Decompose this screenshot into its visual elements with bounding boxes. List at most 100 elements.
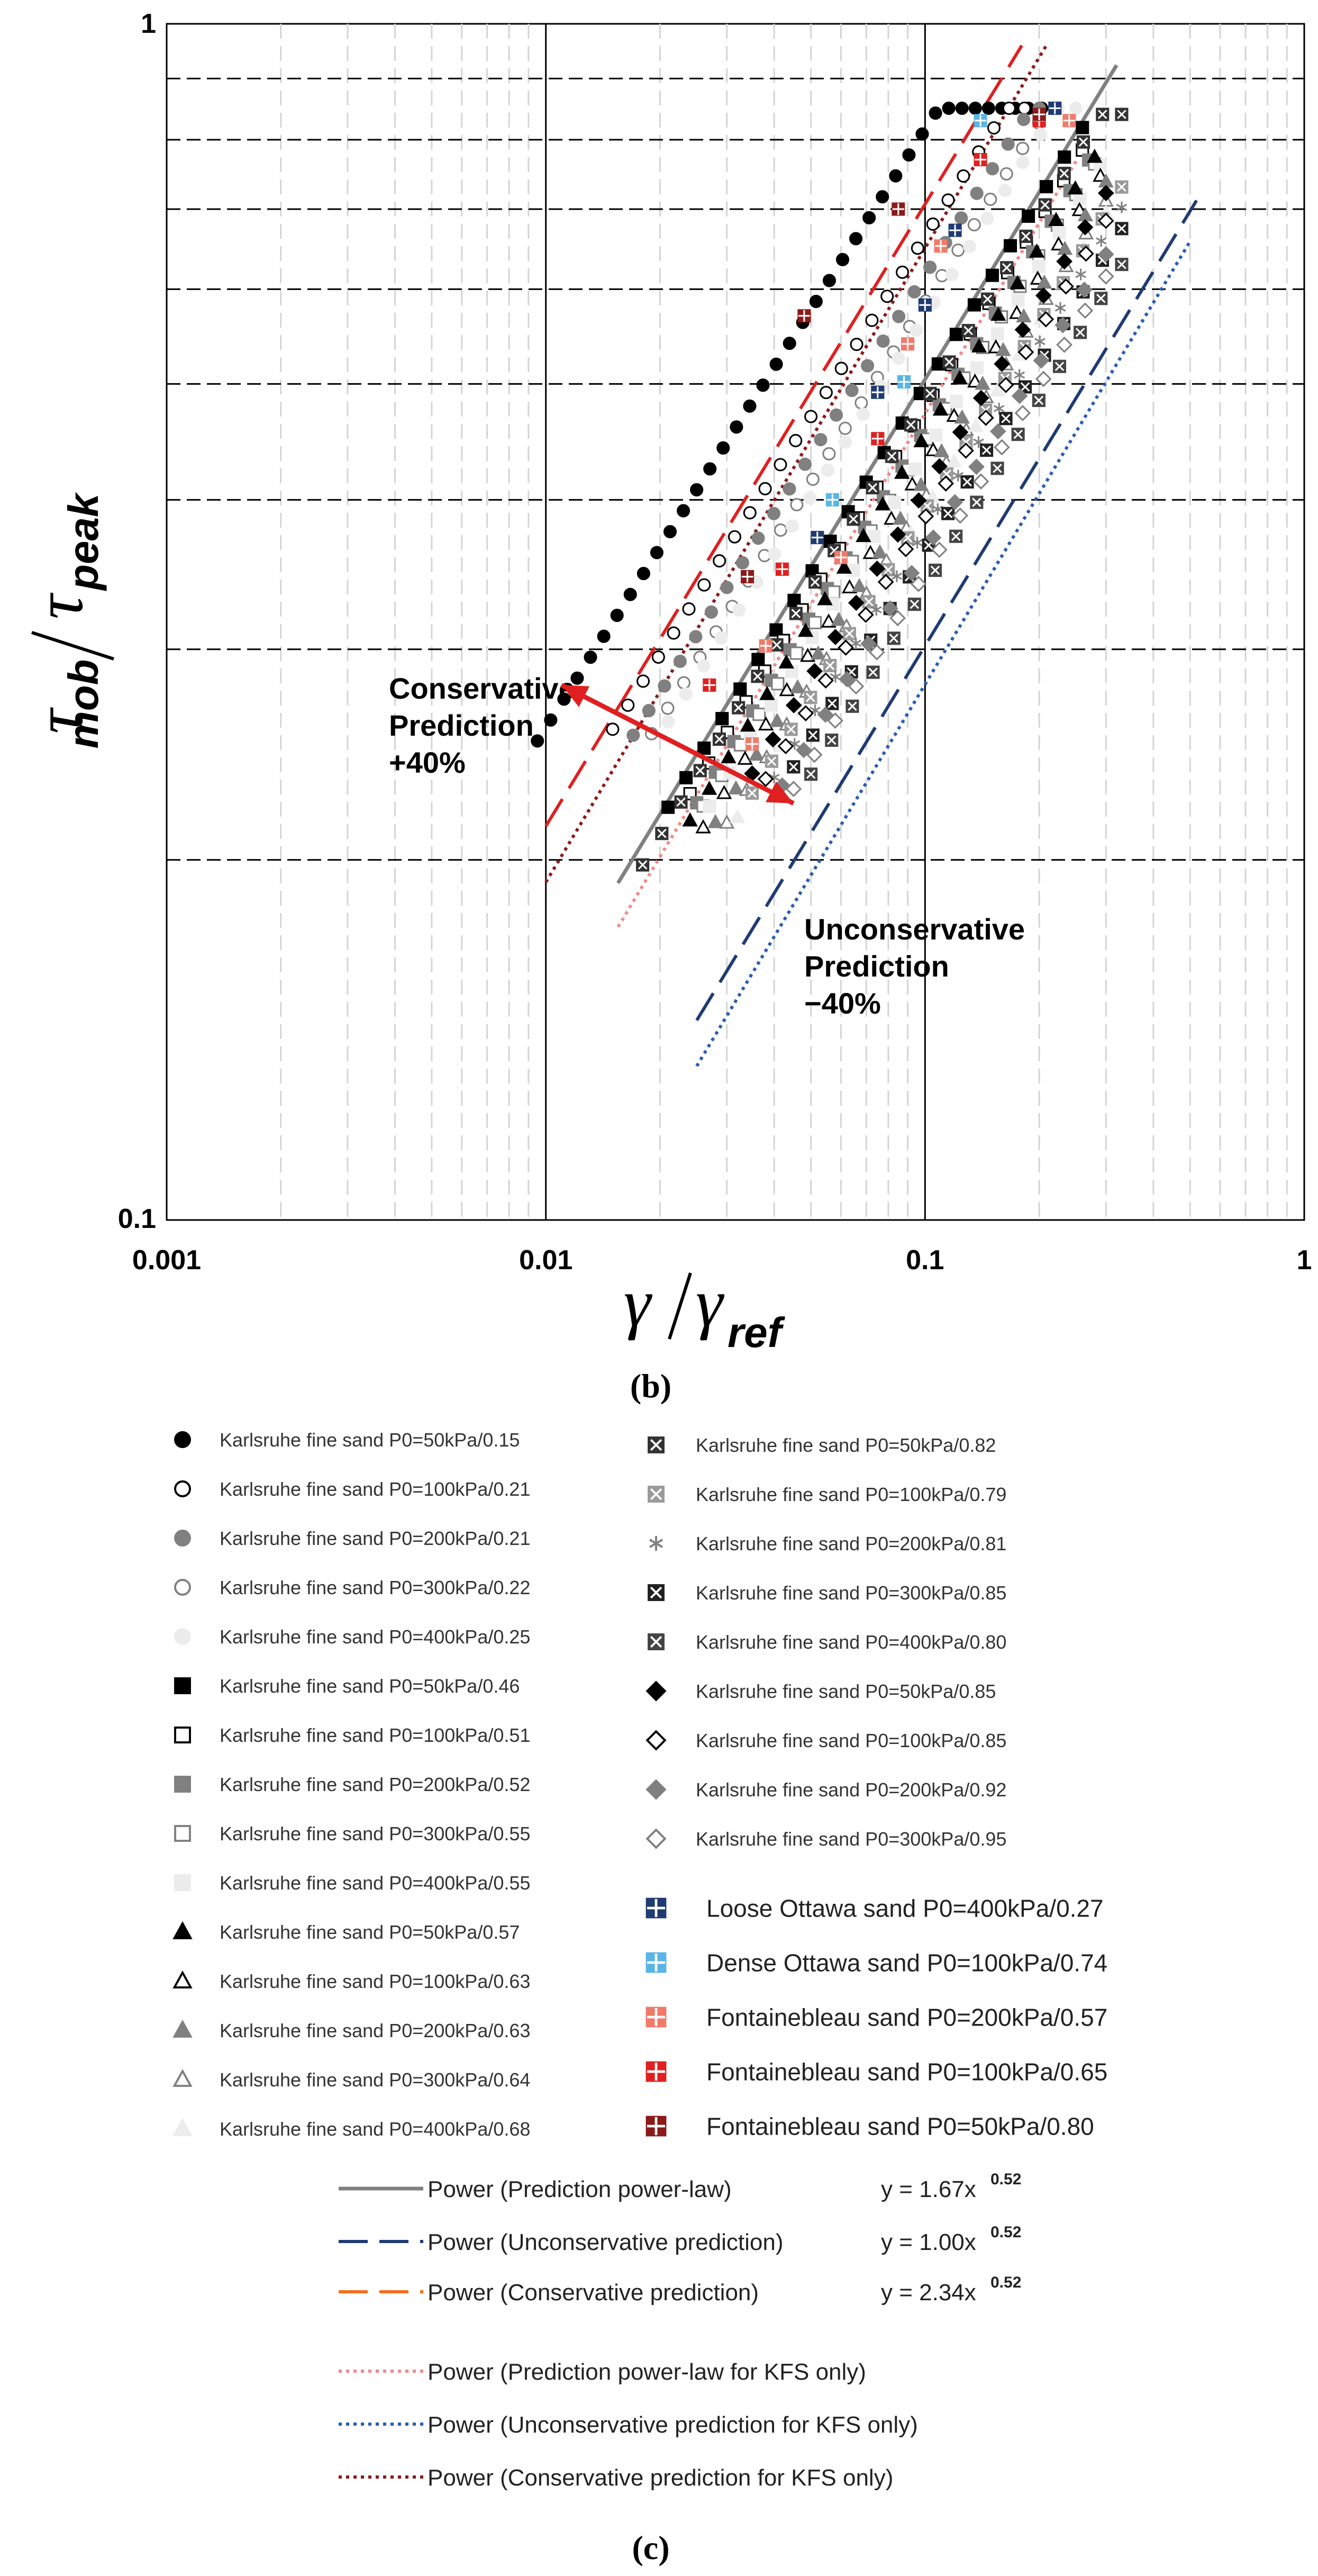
series-2-point-1-shape bbox=[642, 704, 656, 718]
series-1-point-16-shape bbox=[850, 338, 863, 351]
legend-series-label-28: Fontainebleau sand P0=50kPa/0.80 bbox=[706, 2113, 1094, 2140]
series-2-point-2 bbox=[658, 679, 671, 693]
series-27-point-2 bbox=[871, 432, 885, 446]
series-1-point-2-shape bbox=[636, 674, 650, 688]
series-1-point-13 bbox=[804, 410, 818, 423]
series-15-point-21-x2 bbox=[1040, 200, 1050, 210]
series-1-point-10 bbox=[758, 482, 772, 495]
legend-line-equation-2: y = 2.34x bbox=[881, 2280, 976, 2306]
x-axis-gamma-den: γ bbox=[696, 1265, 725, 1341]
legend-series-marker-27 bbox=[646, 2061, 667, 2082]
legend-line-exponent-1: 0.52 bbox=[990, 2224, 1021, 2241]
series-16-point-11-x2 bbox=[961, 437, 971, 447]
series-4-point-16 bbox=[945, 267, 959, 281]
series-5-point-22 bbox=[1058, 150, 1071, 164]
series-4-point-8 bbox=[803, 491, 817, 505]
legend-series-label-10: Karlsruhe fine sand P0=50kPa/0.57 bbox=[220, 1921, 520, 1943]
series-19-point-14-x2 bbox=[1096, 294, 1106, 303]
series-1-point-0 bbox=[606, 722, 620, 736]
series-19-point-6-x2 bbox=[930, 565, 940, 575]
series-10-point-12-shape bbox=[913, 433, 929, 447]
series-10-point-20-shape bbox=[1067, 180, 1084, 195]
series-21-point-5 bbox=[857, 607, 874, 623]
series-21-point-11-shape bbox=[977, 410, 994, 426]
series-16-point-5 bbox=[842, 627, 856, 640]
series-18-point-12-x2 bbox=[1020, 382, 1030, 392]
series-22-point-6 bbox=[903, 565, 920, 581]
series-15-point-12 bbox=[866, 481, 879, 495]
legend-line-exponent-2: 0.52 bbox=[990, 2274, 1021, 2291]
series-20-point-5 bbox=[848, 594, 865, 611]
series-12-point-0-shape bbox=[707, 814, 723, 828]
series-12-point-12 bbox=[954, 409, 970, 424]
arrow-head-start bbox=[561, 685, 590, 707]
series-4-point-3-shape bbox=[714, 631, 728, 645]
series-4-point-19-shape bbox=[998, 184, 1012, 197]
series-9-point-13-shape bbox=[970, 361, 984, 375]
legend-series-label-8: Karlsruhe fine sand P0=300kPa/0.55 bbox=[220, 1823, 530, 1845]
series-23-point-10 bbox=[994, 439, 1010, 456]
series-10-point-3-shape bbox=[740, 717, 756, 732]
series-5-point-21-shape bbox=[1040, 180, 1053, 194]
series-12-point-13-shape bbox=[975, 375, 990, 390]
series-22-point-9-shape bbox=[968, 458, 985, 475]
series-3-point-2-shape bbox=[677, 676, 690, 690]
series-27-point-0 bbox=[703, 678, 716, 692]
series-16-point-11 bbox=[959, 435, 973, 449]
series-5-point-18 bbox=[985, 268, 999, 282]
series-4-point-9-shape bbox=[821, 463, 834, 477]
series-21-point-3-shape bbox=[817, 672, 834, 689]
series-18-point-1 bbox=[806, 728, 820, 742]
series-20-point-13-shape bbox=[1014, 321, 1031, 338]
series-1-point-5 bbox=[682, 602, 696, 616]
series-2-point-0-shape bbox=[626, 728, 640, 742]
series-2-point-25 bbox=[1017, 113, 1031, 126]
series-22-point-9 bbox=[968, 458, 985, 475]
series-16-point-6 bbox=[862, 595, 876, 609]
legend-series-marker-1-shape bbox=[174, 1480, 191, 1497]
series-1-point-7 bbox=[713, 554, 726, 568]
series-12-point-15 bbox=[1016, 308, 1032, 323]
series-1-point-18 bbox=[880, 290, 894, 303]
series-17-point-8-arm bbox=[932, 505, 943, 513]
series-2-point-22 bbox=[970, 186, 984, 200]
series-17-point-6 bbox=[891, 570, 903, 582]
series-18-point-17-x2 bbox=[1117, 224, 1126, 233]
series-9-point-17-shape bbox=[1052, 226, 1066, 240]
series-3-point-23 bbox=[1016, 141, 1030, 155]
series-16-point-3 bbox=[804, 691, 817, 704]
series-2-point-19 bbox=[923, 260, 937, 274]
series-12-point-1-shape bbox=[728, 780, 744, 794]
legend-line-equation-0: y = 1.67x bbox=[881, 2176, 976, 2202]
series-22-point-2-shape bbox=[817, 706, 834, 723]
series-22-point-8 bbox=[947, 494, 963, 511]
legend-series-marker-4 bbox=[174, 1628, 191, 1645]
legend-series-marker-13-shape bbox=[172, 2068, 193, 2087]
series-11-point-9-shape bbox=[883, 510, 899, 525]
series-10-point-0-shape bbox=[682, 812, 698, 827]
series-0-point-14 bbox=[716, 441, 730, 455]
series-19-point-11 bbox=[1032, 393, 1046, 407]
series-1-point-19 bbox=[895, 265, 910, 279]
series-3-point-11-shape bbox=[822, 447, 836, 460]
series-17-point-16 bbox=[1096, 235, 1107, 247]
series-3-point-11 bbox=[822, 447, 836, 460]
series-1-point-25 bbox=[987, 121, 1001, 135]
series-2-point-8-shape bbox=[751, 531, 765, 545]
series-2-point-4-shape bbox=[689, 630, 703, 644]
series-15-point-15-x2 bbox=[925, 388, 935, 399]
series-5-point-19 bbox=[1003, 239, 1017, 252]
series-20-point-5-shape bbox=[848, 594, 865, 611]
series-15-point-9-x2 bbox=[810, 577, 820, 587]
series-5-point-23 bbox=[1076, 121, 1089, 134]
series-20-point-7 bbox=[889, 526, 906, 543]
series-9-point-9-shape bbox=[888, 496, 902, 510]
series-0-point-5 bbox=[597, 629, 611, 643]
series-17-point-7-arm bbox=[912, 539, 923, 547]
series-4-point-17-shape bbox=[962, 239, 976, 254]
y-tick-label-0: 0.1 bbox=[118, 1204, 156, 1234]
series-4-point-17 bbox=[962, 239, 976, 254]
series-0-point-14-shape bbox=[716, 441, 730, 455]
legend-series-label-3: Karlsruhe fine sand P0=300kPa/0.22 bbox=[220, 1577, 530, 1598]
legend-series-marker-6 bbox=[174, 1727, 191, 1743]
